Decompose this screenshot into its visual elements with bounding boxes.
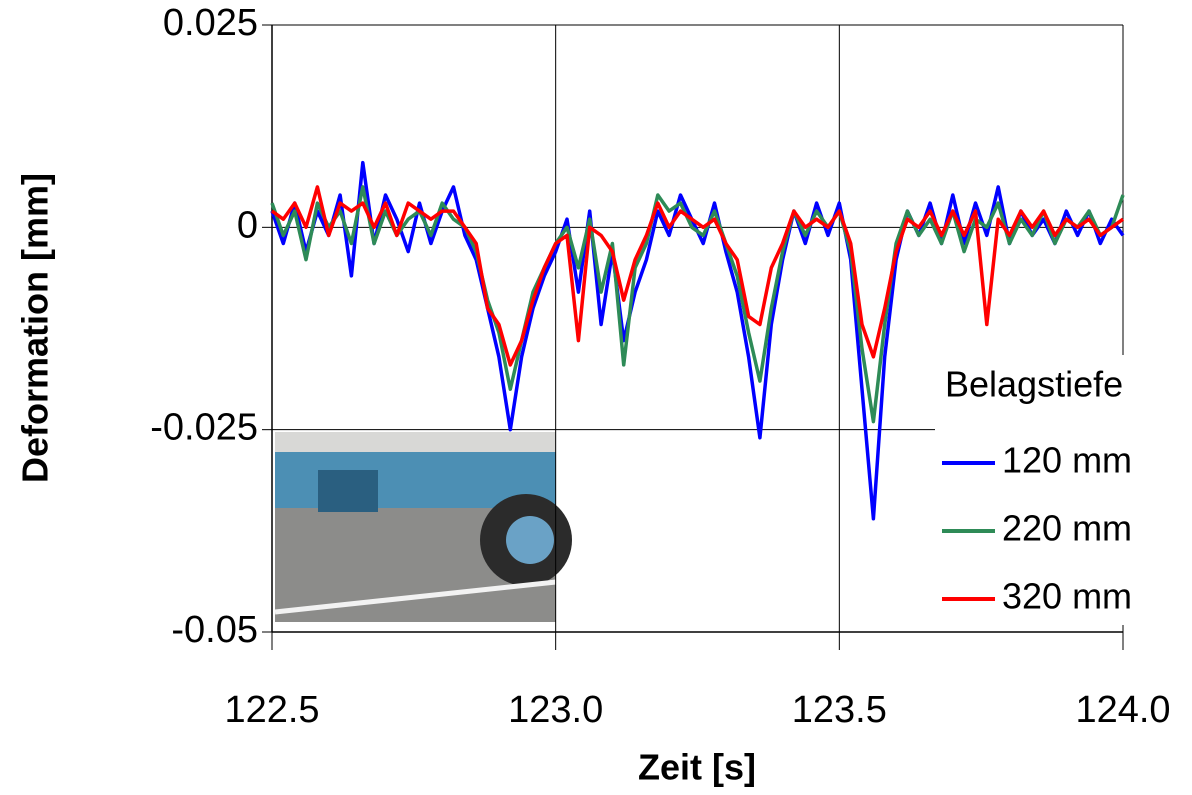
y-tick-label: 0 — [237, 204, 258, 246]
legend-label: 320 mm — [1002, 576, 1132, 617]
x-tick-label: 123.0 — [508, 689, 603, 731]
legend-label: 120 mm — [1002, 440, 1132, 481]
y-tick-label: -0.025 — [150, 407, 258, 449]
data-line — [272, 187, 1123, 365]
photo-sky — [275, 432, 556, 452]
y-tick-label: -0.05 — [171, 609, 258, 651]
chart: Zeit [s] Deformation [mm] -0.05 -0.025 0 0.… — [0, 0, 1192, 795]
photo-hub — [506, 516, 554, 564]
photo-inset — [275, 432, 572, 622]
x-tick-label: 123.5 — [792, 689, 887, 731]
photo-box — [318, 470, 378, 512]
y-tick-label: 0.025 — [163, 2, 258, 44]
legend-title: Belagstiefe — [945, 364, 1123, 405]
y-axis-title: Deformation [mm] — [15, 173, 56, 483]
x-tick-label: 122.5 — [224, 689, 319, 731]
x-tick-label: 124.0 — [1075, 689, 1170, 731]
legend-label: 220 mm — [1002, 508, 1132, 549]
x-axis-title: Zeit [s] — [638, 747, 756, 788]
